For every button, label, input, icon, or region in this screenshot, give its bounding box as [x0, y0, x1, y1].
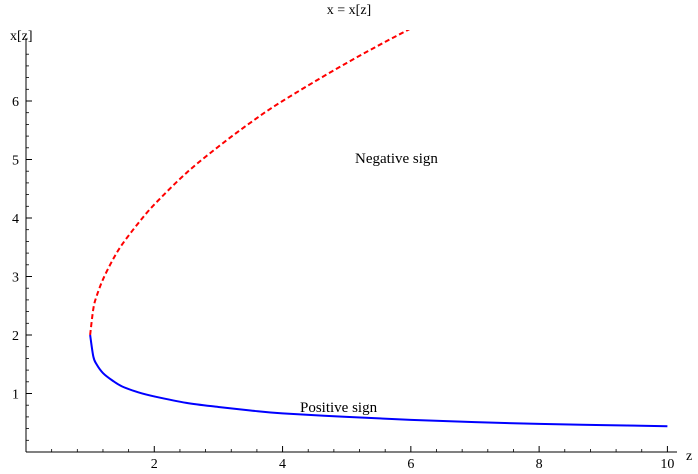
y-tick-label: 3	[12, 271, 19, 286]
y-tick-label: 1	[12, 388, 19, 403]
x-tick-label: 8	[536, 457, 543, 472]
x-tick-label: 10	[660, 457, 674, 472]
y-tick-label: 6	[12, 95, 19, 110]
x-tick-label: 2	[151, 457, 158, 472]
x-tick-label: 6	[407, 457, 414, 472]
negative-sign-label: Negative sign	[355, 151, 438, 167]
y-tick-label: 4	[12, 212, 19, 227]
y-tick-label: 2	[12, 329, 19, 344]
y-axis-label: x[z]	[10, 29, 33, 44]
negative-sign-curve	[89, 30, 411, 336]
y-tick-label: 5	[12, 154, 19, 169]
series-group	[89, 30, 668, 428]
x-tick-label: 4	[279, 457, 286, 472]
positive-sign-curve	[89, 334, 668, 428]
chart-title: x = x[z]	[327, 3, 371, 18]
positive-sign-label: Positive sign	[300, 400, 378, 416]
x-axis-label: z	[686, 449, 692, 464]
